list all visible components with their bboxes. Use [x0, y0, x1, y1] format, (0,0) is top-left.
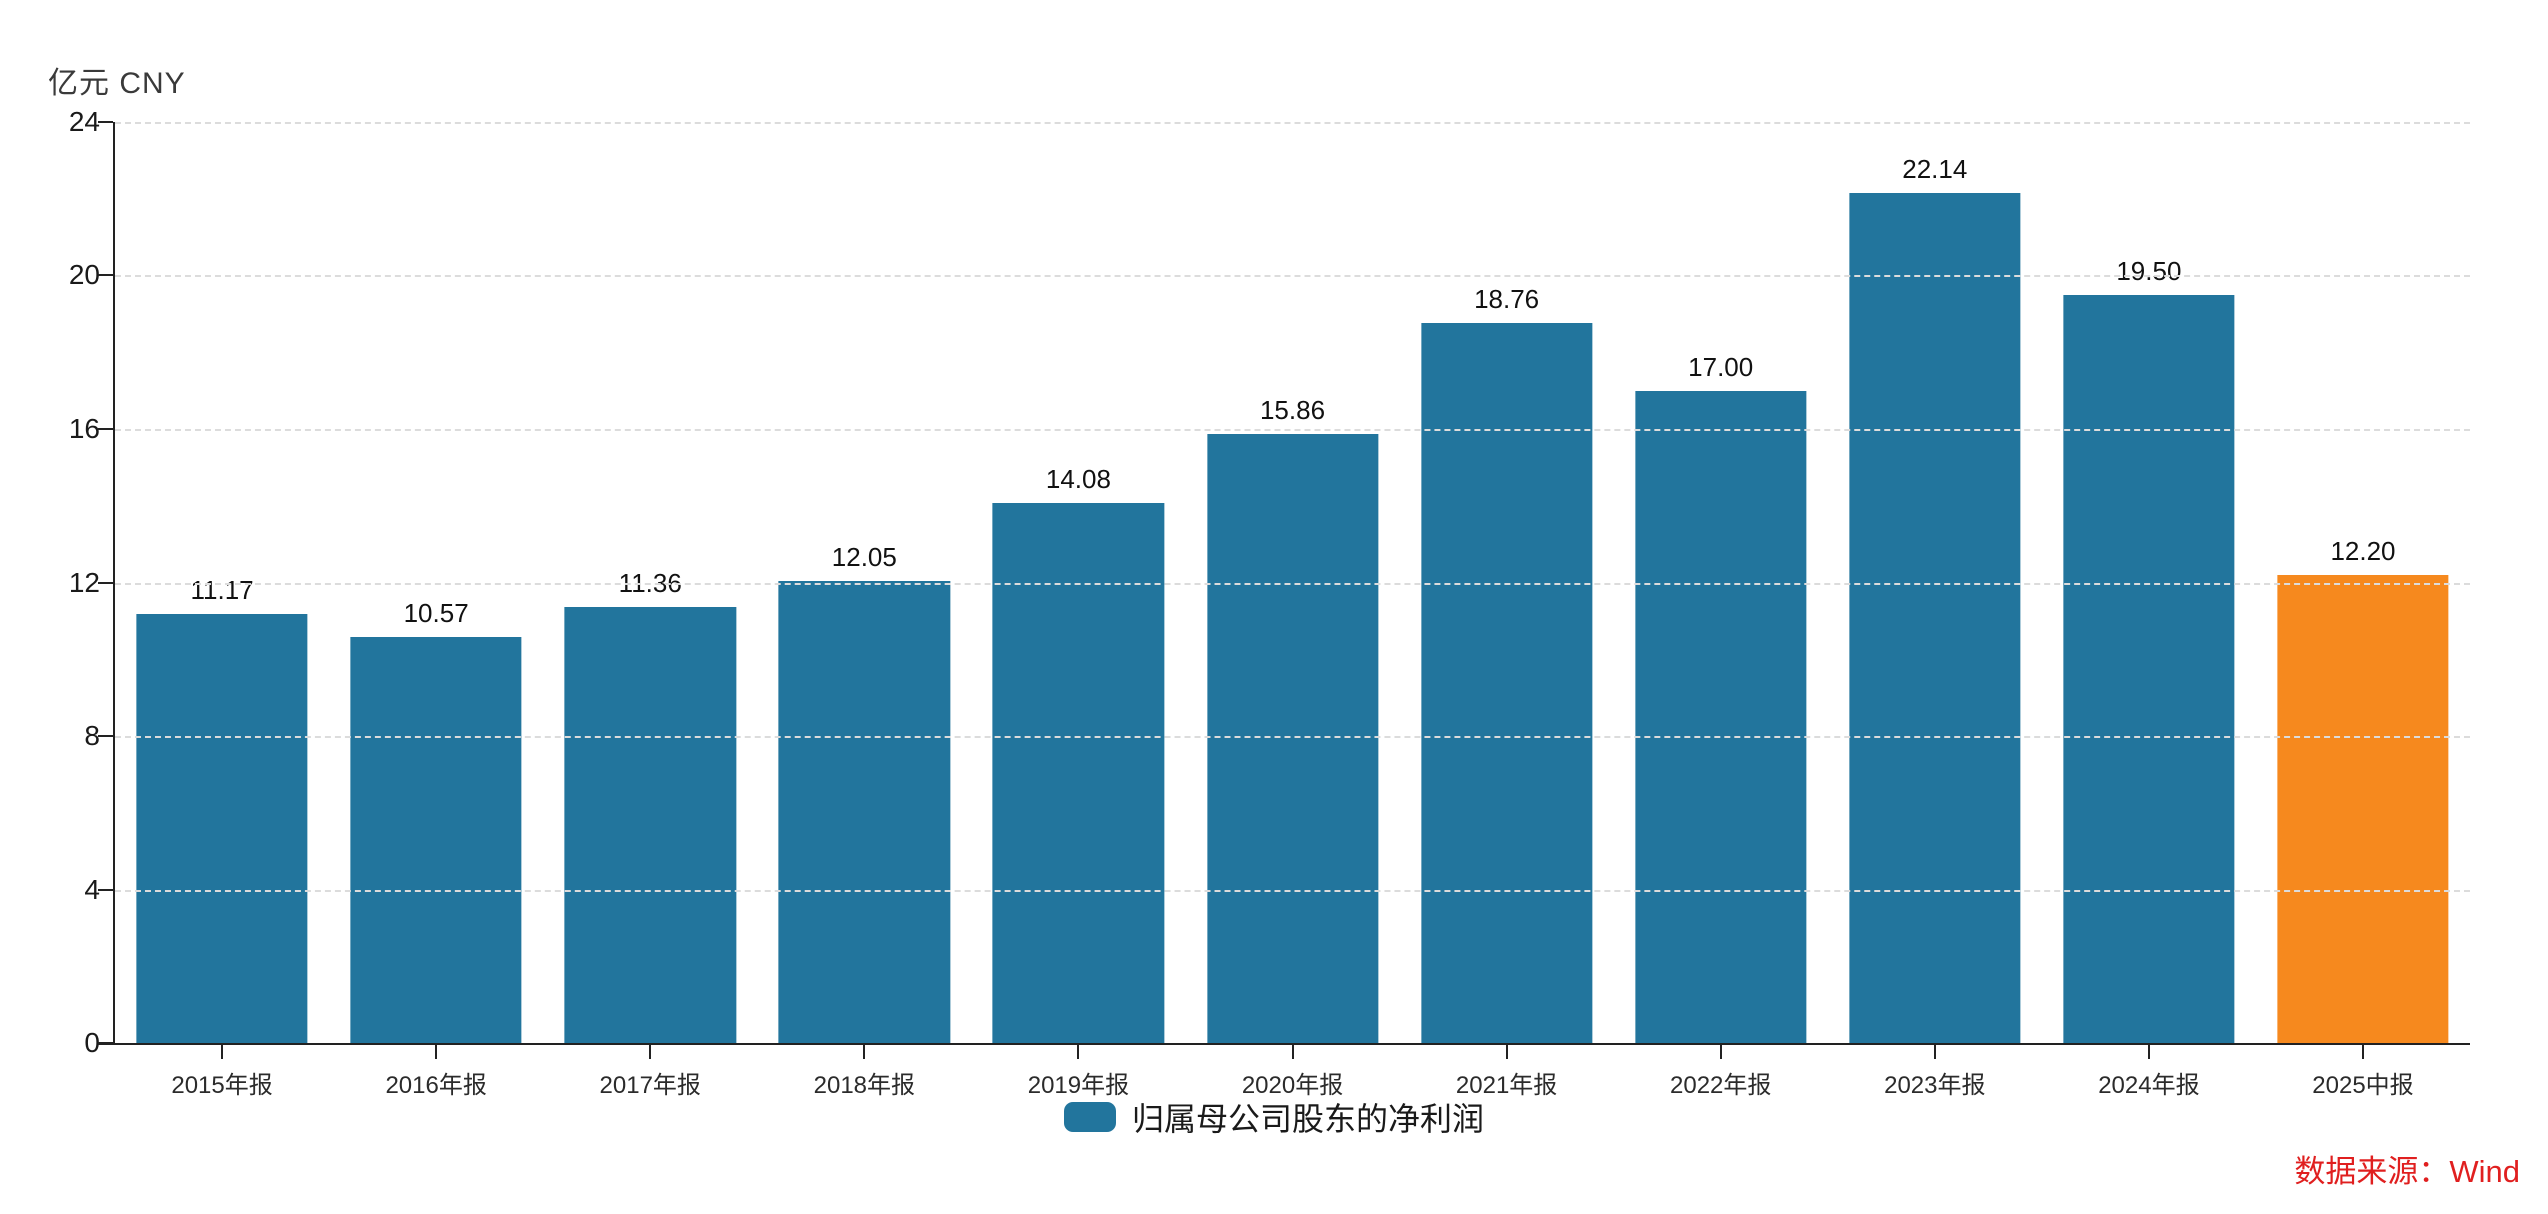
y-axis-tick-20: [98, 274, 113, 277]
y-axis-label-4: 4: [84, 873, 100, 905]
bar-value-label-9: 19.50: [2116, 255, 2182, 286]
category-slot-7: 17.00 2022年报: [1614, 122, 1828, 1099]
category-slot-4: 14.08 2019年报: [971, 122, 1185, 1099]
bar-7[interactable]: [1635, 390, 1807, 1043]
x-axis-label-10: 2025中报: [2312, 1072, 2414, 1099]
x-axis-label-4: 2019年报: [1027, 1072, 1130, 1099]
bar-value-label-6: 18.76: [1474, 284, 1540, 315]
bar-9[interactable]: [2063, 294, 2235, 1043]
gridline-y-8: [115, 735, 2470, 738]
y-axis-tick-8: [98, 734, 113, 737]
y-axis-tick-0: [98, 1042, 113, 1044]
gridline-y-24: [115, 122, 2470, 124]
gridline-y-4: [115, 889, 2470, 892]
category-slot-3: 12.05 2018年报: [757, 122, 971, 1099]
bar-3[interactable]: [778, 580, 950, 1043]
x-axis-label-5: 2020年报: [1241, 1072, 1344, 1099]
bar-5[interactable]: [1206, 434, 1379, 1043]
y-axis-line: [113, 122, 115, 1043]
bar-0[interactable]: [136, 614, 308, 1043]
x-axis-tick-0: [221, 1043, 224, 1059]
x-axis-label-6: 2021年报: [1455, 1072, 1558, 1099]
x-axis-tick-10: [2361, 1043, 2364, 1059]
legend-label: 归属母公司股东的净利润: [1131, 1101, 1484, 1137]
category-slot-1: 10.57 2016年报: [329, 122, 543, 1099]
y-axis-label-8: 8: [84, 719, 100, 751]
x-axis-tick-1: [435, 1043, 438, 1059]
y-axis-tick-16: [98, 427, 113, 430]
category-slot-10: 12.20 2025中报: [2256, 122, 2470, 1099]
y-axis-label-24: 24: [68, 106, 100, 137]
y-axis-label-16: 16: [68, 412, 100, 444]
bar-6[interactable]: [1420, 323, 1593, 1043]
category-slot-9: 19.50 2024年报: [2042, 122, 2256, 1099]
x-axis-label-2: 2017年报: [599, 1072, 701, 1099]
bar-value-label-0: 11.17: [190, 575, 254, 606]
legend: 归属母公司股东的净利润: [0, 1094, 2548, 1140]
bar-value-label-8: 22.14: [1902, 154, 1968, 185]
x-axis-tick-6: [1505, 1043, 1508, 1059]
y-axis-label-12: 12: [68, 566, 100, 598]
bar-4[interactable]: [992, 502, 1165, 1043]
x-axis-tick-3: [863, 1043, 866, 1059]
y-axis-unit-label: 亿元 CNY: [48, 67, 186, 100]
bar-8[interactable]: [1849, 193, 2021, 1043]
bar-value-label-5: 15.86: [1259, 395, 1326, 426]
x-axis-label-9: 2024年报: [2098, 1072, 2200, 1099]
gridline-y-20: [115, 275, 2470, 278]
bar-series: 11.17 2015年报 10.57 2016年报 11.36 2017年报 12.05 20…: [115, 122, 2470, 1099]
x-axis-label-3: 2018年报: [813, 1072, 916, 1099]
bar-1[interactable]: [350, 637, 522, 1043]
x-axis-tick-2: [649, 1043, 652, 1059]
x-axis-tick-4: [1077, 1043, 1080, 1059]
category-slot-6: 18.76 2021年报: [1400, 122, 1614, 1099]
bar-value-label-1: 10.57: [403, 598, 469, 629]
y-axis-tick-labels: 0 4 8 12 16 20 24: [0, 106, 108, 1058]
x-axis-label-7: 2022年报: [1670, 1072, 1772, 1099]
plot-area: 11.17 2015年报 10.57 2016年报 11.36 2017年报 12.05 20…: [98, 121, 2470, 1099]
x-axis-label-8: 2023年报: [1884, 1072, 1986, 1099]
y-axis-tick-4: [98, 888, 113, 891]
category-slot-8: 22.14 2023年报: [1828, 122, 2042, 1099]
legend-swatch-icon: [1063, 1102, 1116, 1132]
bar-value-label-4: 14.08: [1045, 463, 1111, 494]
bar-value-label-7: 17.00: [1688, 351, 1754, 382]
bar-10[interactable]: [2277, 574, 2449, 1043]
bar-2[interactable]: [564, 607, 736, 1043]
y-axis-tick-24: [98, 121, 113, 123]
bar-value-label-3: 12.05: [831, 541, 897, 572]
bar-value-label-10: 12.20: [2330, 535, 2396, 566]
category-slot-5: 15.86 2020年报: [1185, 122, 1399, 1099]
gridline-y-16: [115, 428, 2470, 431]
x-axis-tick-8: [1933, 1043, 1936, 1059]
category-slot-2: 11.36 2017年报: [543, 122, 757, 1099]
y-axis-tick-12: [98, 581, 113, 584]
category-slot-0: 11.17 2015年报: [115, 122, 329, 1099]
x-axis-label-0: 2015年报: [171, 1072, 273, 1099]
x-axis-label-1: 2016年报: [385, 1072, 487, 1099]
y-axis-label-0: 0: [84, 1027, 100, 1058]
x-axis-tick-9: [2147, 1043, 2150, 1059]
gridline-y-12: [115, 582, 2470, 585]
legend-item-net-profit[interactable]: 归属母公司股东的净利润: [1063, 1094, 1484, 1140]
x-axis-tick-7: [1719, 1043, 1722, 1059]
x-axis-line: [98, 1043, 2470, 1045]
y-axis-label-20: 20: [68, 259, 100, 291]
data-source-label: 数据来源：Wind: [2294, 1154, 2520, 1189]
x-axis-tick-5: [1291, 1043, 1294, 1059]
